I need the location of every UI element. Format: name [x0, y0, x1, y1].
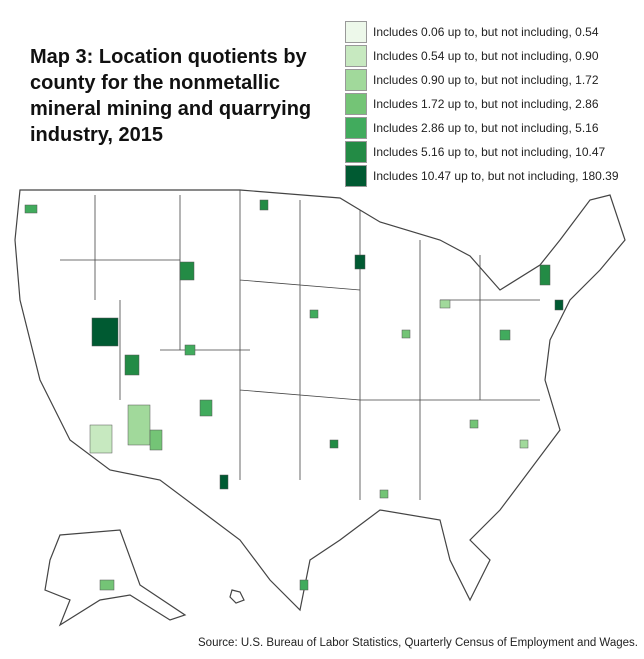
county-patch	[539, 264, 551, 286]
legend-swatch	[345, 93, 367, 115]
legend-item: Includes 2.86 up to, but not including, …	[345, 116, 619, 140]
legend-swatch	[345, 165, 367, 187]
county-patch	[329, 439, 339, 449]
county-patch	[309, 309, 319, 319]
county-patch	[149, 429, 163, 451]
county-patch	[219, 474, 229, 490]
county-patch	[554, 299, 564, 311]
hawaii	[229, 589, 245, 604]
county-patch	[354, 254, 366, 270]
legend: Includes 0.06 up to, but not including, …	[345, 20, 619, 188]
legend-label: Includes 0.90 up to, but not including, …	[373, 73, 599, 87]
county-patch	[259, 199, 269, 211]
legend-label: Includes 1.72 up to, but not including, …	[373, 97, 599, 111]
county-patch	[199, 399, 213, 417]
map-title: Map 3: Location quotients by county for …	[30, 46, 312, 146]
legend-swatch	[345, 117, 367, 139]
legend-label: Includes 0.54 up to, but not including, …	[373, 49, 599, 63]
county-patch	[179, 261, 195, 281]
county-patch	[379, 489, 389, 499]
legend-swatch	[345, 69, 367, 91]
county-patch	[401, 329, 411, 339]
county-patch	[469, 419, 479, 429]
county-patch	[519, 439, 529, 449]
legend-label: Includes 10.47 up to, but not including,…	[373, 169, 619, 183]
county-patch	[184, 344, 196, 356]
county-patch	[99, 579, 115, 591]
legend-item: Includes 0.54 up to, but not including, …	[345, 44, 619, 68]
legend-label: Includes 2.86 up to, but not including, …	[373, 121, 599, 135]
alaska	[44, 529, 187, 627]
county-patch	[439, 299, 451, 309]
county-patch	[124, 354, 140, 376]
legend-item: Includes 0.06 up to, but not including, …	[345, 20, 619, 44]
legend-item: Includes 10.47 up to, but not including,…	[345, 164, 619, 188]
county-patch	[89, 424, 113, 454]
state-lines	[60, 190, 540, 500]
county-patch	[127, 404, 151, 446]
legend-label: Includes 5.16 up to, but not including, …	[373, 145, 606, 159]
contiguous-us	[14, 189, 626, 612]
legend-swatch	[345, 45, 367, 67]
legend-label: Includes 0.06 up to, but not including, …	[373, 25, 599, 39]
county-patch	[91, 317, 119, 347]
county-patch	[24, 204, 38, 214]
legend-swatch	[345, 141, 367, 163]
county-patch	[499, 329, 511, 341]
source-note: Source: U.S. Bureau of Labor Statistics,…	[198, 637, 638, 649]
county-patch	[299, 579, 309, 591]
legend-item: Includes 5.16 up to, but not including, …	[345, 140, 619, 164]
legend-swatch	[345, 21, 367, 43]
legend-item: Includes 1.72 up to, but not including, …	[345, 92, 619, 116]
legend-item: Includes 0.90 up to, but not including, …	[345, 68, 619, 92]
